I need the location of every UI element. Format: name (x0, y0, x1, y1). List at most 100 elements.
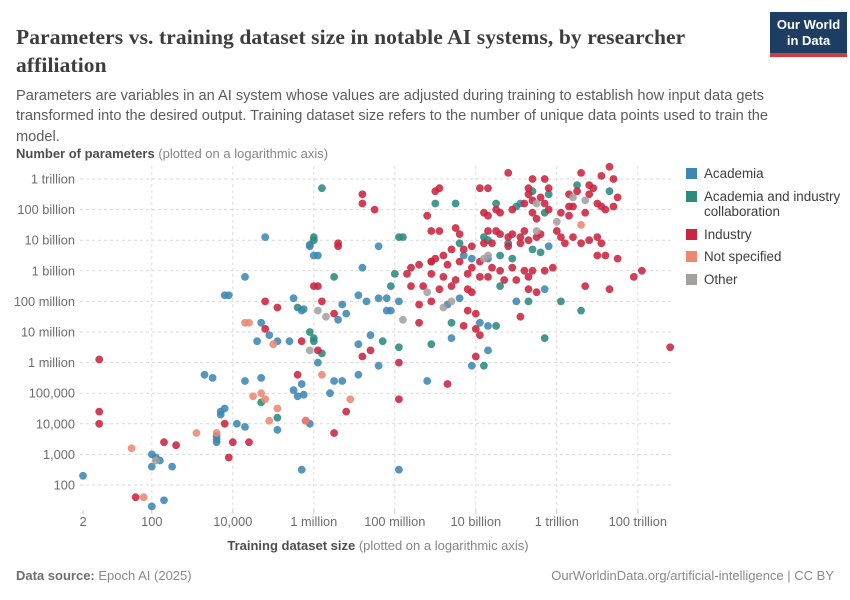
data-point[interactable] (439, 273, 448, 281)
data-point[interactable] (488, 239, 496, 248)
data-point[interactable] (297, 380, 306, 388)
owid-logo[interactable]: Our World in Data (770, 12, 847, 57)
data-point[interactable] (520, 266, 529, 275)
data-point[interactable] (471, 309, 480, 318)
data-point[interactable] (480, 361, 488, 370)
data-point[interactable] (508, 254, 517, 263)
data-point[interactable] (443, 260, 452, 269)
data-point[interactable] (536, 193, 545, 202)
data-point[interactable] (168, 462, 177, 471)
data-point[interactable] (435, 227, 444, 235)
data-point[interactable] (467, 263, 476, 272)
data-point[interactable] (297, 337, 306, 346)
data-point[interactable] (228, 438, 237, 447)
data-point[interactable] (261, 297, 270, 306)
data-point[interactable] (476, 331, 484, 339)
data-point[interactable] (540, 175, 549, 183)
data-point[interactable] (220, 291, 229, 300)
data-point[interactable] (540, 266, 549, 275)
data-point[interactable] (220, 404, 229, 413)
data-point[interactable] (544, 205, 553, 214)
data-point[interactable] (524, 190, 533, 199)
data-point[interactable] (597, 239, 606, 248)
data-point[interactable] (370, 205, 379, 214)
data-point[interactable] (285, 337, 294, 346)
data-point[interactable] (374, 361, 383, 370)
data-point[interactable] (395, 343, 403, 352)
data-point[interactable] (95, 419, 104, 428)
data-point[interactable] (577, 239, 585, 248)
data-point[interactable] (301, 416, 310, 425)
data-point[interactable] (540, 285, 549, 294)
data-point[interactable] (362, 297, 371, 306)
data-point[interactable] (253, 337, 261, 346)
data-point[interactable] (297, 465, 306, 474)
data-point[interactable] (496, 251, 504, 260)
data-point[interactable] (346, 395, 355, 404)
data-point[interactable] (257, 389, 266, 398)
data-point[interactable] (581, 196, 590, 205)
data-point[interactable] (476, 318, 484, 327)
data-point[interactable] (451, 276, 460, 284)
data-point[interactable] (338, 300, 347, 309)
data-point[interactable] (605, 285, 614, 294)
data-point[interactable] (557, 208, 565, 217)
data-point[interactable] (273, 413, 282, 422)
data-point[interactable] (492, 199, 500, 208)
data-point[interactable] (354, 340, 363, 349)
data-point[interactable] (516, 312, 525, 321)
data-point[interactable] (378, 337, 387, 346)
data-point[interactable] (220, 419, 229, 428)
data-point[interactable] (160, 438, 168, 447)
data-point[interactable] (569, 233, 577, 242)
data-point[interactable] (395, 358, 403, 367)
data-point[interactable] (131, 493, 140, 502)
data-point[interactable] (354, 291, 363, 300)
data-point[interactable] (508, 205, 517, 214)
data-point[interactable] (455, 294, 464, 303)
data-point[interactable] (496, 230, 504, 239)
data-point[interactable] (423, 211, 432, 220)
data-point[interactable] (366, 346, 375, 355)
data-point[interactable] (342, 407, 351, 416)
data-point[interactable] (565, 211, 573, 220)
data-point[interactable] (127, 444, 136, 453)
data-point[interactable] (399, 315, 407, 324)
license-note[interactable]: OurWorldinData.org/artificial-intelligen… (551, 568, 834, 583)
data-point[interactable] (467, 242, 476, 251)
data-point[interactable] (569, 193, 577, 202)
data-point[interactable] (516, 233, 525, 242)
data-point[interactable] (467, 361, 476, 370)
data-point[interactable] (573, 187, 581, 196)
legend-item-collaboration[interactable]: Academia and industry collaboration (686, 189, 846, 220)
data-point[interactable] (463, 306, 472, 315)
data-point[interactable] (471, 352, 480, 361)
data-point[interactable] (395, 395, 403, 404)
data-point[interactable] (334, 242, 342, 251)
data-point[interactable] (431, 187, 440, 196)
data-point[interactable] (358, 263, 367, 272)
data-point[interactable] (585, 236, 594, 245)
data-point[interactable] (573, 181, 581, 190)
data-point[interactable] (605, 162, 614, 171)
data-point[interactable] (330, 429, 338, 437)
data-point[interactable] (496, 282, 504, 290)
data-point[interactable] (447, 245, 456, 254)
data-point[interactable] (241, 273, 249, 281)
data-point[interactable] (261, 395, 270, 404)
data-point[interactable] (293, 303, 302, 312)
data-point[interactable] (597, 172, 606, 180)
data-point[interactable] (544, 242, 553, 251)
data-point[interactable] (192, 429, 201, 437)
legend-item-academia[interactable]: Academia (686, 166, 846, 182)
data-point[interactable] (245, 438, 253, 447)
data-point[interactable] (524, 273, 533, 281)
data-point[interactable] (269, 340, 278, 349)
data-point[interactable] (471, 325, 480, 333)
data-point[interactable] (358, 190, 367, 199)
data-point[interactable] (601, 205, 610, 214)
data-point[interactable] (476, 184, 484, 193)
data-point[interactable] (95, 407, 104, 416)
data-point[interactable] (520, 227, 529, 235)
data-point[interactable] (431, 254, 440, 263)
